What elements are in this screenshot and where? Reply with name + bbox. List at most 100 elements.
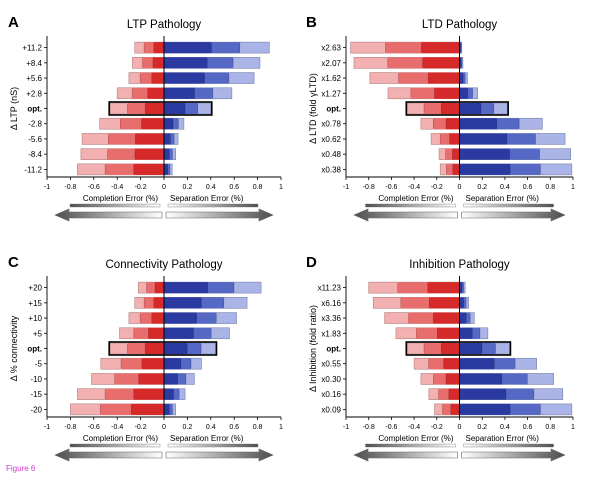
- completion-gradient-bar: [365, 203, 456, 208]
- separation-bar-core: [459, 327, 473, 339]
- separation-bar-core: [459, 163, 511, 175]
- completion-bar-core: [427, 282, 460, 294]
- x-tick-label: 0.8: [545, 424, 555, 431]
- x-tick-label: 0.6: [229, 424, 239, 431]
- completion-bar-core: [429, 297, 460, 309]
- y-tick-label: +10: [28, 314, 42, 323]
- y-tick-label: x0.78: [321, 120, 341, 129]
- separation-bar-core: [164, 103, 186, 114]
- completion-bar-core: [449, 133, 460, 145]
- separation-arrow: [461, 208, 566, 222]
- separation-gradient-bar: [167, 443, 259, 448]
- completion-bar-core: [154, 282, 164, 294]
- separation-bar-core: [459, 312, 467, 324]
- completion-bar-core: [145, 103, 164, 114]
- panel-letter: B: [306, 14, 317, 31]
- separation-bar-core: [459, 148, 510, 160]
- completion-bar-core: [422, 57, 460, 69]
- completion-bar-core: [153, 297, 164, 309]
- completion-bar-core: [443, 358, 460, 370]
- y-axis-label: Δ % connectivity: [9, 315, 19, 381]
- y-tick-label: +20: [28, 284, 42, 293]
- completion-bar-core: [153, 42, 164, 54]
- x-tick-label: 0: [162, 424, 166, 431]
- completion-bar-core: [452, 148, 460, 160]
- separation-bar-core: [164, 388, 174, 400]
- y-tick-label: +5: [33, 329, 43, 338]
- x-tick-label: -1: [343, 424, 349, 431]
- separation-bar-core: [459, 87, 468, 99]
- panel-letter: C: [8, 254, 19, 271]
- separation-bar-core: [459, 103, 481, 114]
- x-tick-label: 0.6: [523, 424, 533, 431]
- completion-bar-core: [450, 403, 460, 415]
- completion-bar-core: [147, 87, 164, 99]
- separation-bar-core: [164, 148, 170, 160]
- chart-title: LTP Pathology: [127, 19, 202, 31]
- y-axis-label: Δ LTD (fold γLTD): [308, 73, 318, 144]
- x-tick-label: 0.4: [500, 424, 510, 431]
- separation-bar-core: [459, 358, 495, 370]
- completion-bar-core: [148, 327, 164, 339]
- x-tick-label: -0.6: [88, 424, 100, 431]
- y-tick-label: +11.2: [22, 44, 42, 53]
- separation-bar-core: [164, 343, 188, 354]
- y-tick-label: x6.16: [321, 299, 341, 308]
- completion-bar-core: [138, 373, 164, 385]
- y-axis-label: Δ Inhibition (fold ratio): [308, 305, 318, 392]
- y-tick-label: -10: [30, 375, 42, 384]
- y-tick-label: x0.38: [321, 165, 341, 174]
- y-tick-label: +8.4: [26, 59, 42, 68]
- y-axis-label: Δ LTP (nS): [9, 87, 19, 130]
- x-tick-label: -0.2: [135, 184, 147, 191]
- y-tick-label: opt.: [326, 345, 341, 354]
- x-tick-label: 0.4: [206, 184, 216, 191]
- y-tick-label: -5: [35, 360, 43, 369]
- y-tick-label: x1.62: [321, 74, 341, 83]
- x-tick-label: -0.4: [408, 184, 420, 191]
- x-axis-label-separation: Separation Error (%): [170, 434, 244, 443]
- x-tick-label: -0.6: [88, 184, 100, 191]
- x-axis-label-completion: Completion Error (%): [378, 434, 453, 443]
- x-axis-label-separation: Separation Error (%): [466, 434, 540, 443]
- completion-gradient-bar: [69, 443, 161, 448]
- chart-title: Connectivity Pathology: [106, 259, 223, 271]
- x-axis-label-completion: Completion Error (%): [83, 194, 158, 203]
- completion-bar-core: [141, 358, 164, 370]
- completion-bar-core: [141, 118, 164, 130]
- x-tick-label: -0.2: [431, 184, 443, 191]
- completion-bar-core: [421, 42, 460, 54]
- completion-bar-core: [133, 163, 164, 175]
- y-tick-label: +2.8: [26, 89, 42, 98]
- separation-bar-core: [164, 118, 173, 130]
- y-tick-label: x2.07: [321, 59, 341, 68]
- completion-arrow: [353, 448, 458, 462]
- completion-bar-core: [145, 343, 164, 354]
- x-tick-label: 0.2: [183, 184, 193, 191]
- separation-gradient-bar: [167, 203, 259, 208]
- separation-bar-core: [164, 87, 195, 99]
- chart-title: LTD Pathology: [422, 19, 497, 31]
- panel-a: A LTP Pathology Δ LTP (nS) +11.2 +8.4 +5.6 +2.…: [8, 14, 283, 222]
- x-axis-label-completion: Completion Error (%): [378, 194, 453, 203]
- y-tick-label: x0.62: [321, 135, 341, 144]
- completion-bar-core: [434, 87, 460, 99]
- y-tick-label: -20: [30, 405, 42, 414]
- y-tick-label: x1.27: [321, 89, 341, 98]
- completion-arrow: [54, 208, 163, 222]
- y-tick-label: x3.36: [321, 314, 341, 323]
- y-tick-label: opt.: [27, 345, 42, 354]
- y-tick-label: x1.83: [321, 329, 341, 338]
- completion-arrow: [54, 448, 163, 462]
- separation-bar-core: [459, 133, 507, 145]
- optimal-row-highlight: [108, 101, 213, 116]
- completion-bar-core: [441, 343, 460, 354]
- x-tick-label: -1: [44, 424, 50, 431]
- separation-bar-core: [459, 343, 482, 354]
- x-tick-label: 0.8: [253, 184, 263, 191]
- separation-bar-core: [164, 72, 205, 84]
- completion-gradient-bar: [69, 203, 161, 208]
- completion-gradient-bar: [365, 443, 456, 448]
- x-tick-label: -0.4: [111, 184, 123, 191]
- x-tick-label: -0.8: [64, 184, 76, 191]
